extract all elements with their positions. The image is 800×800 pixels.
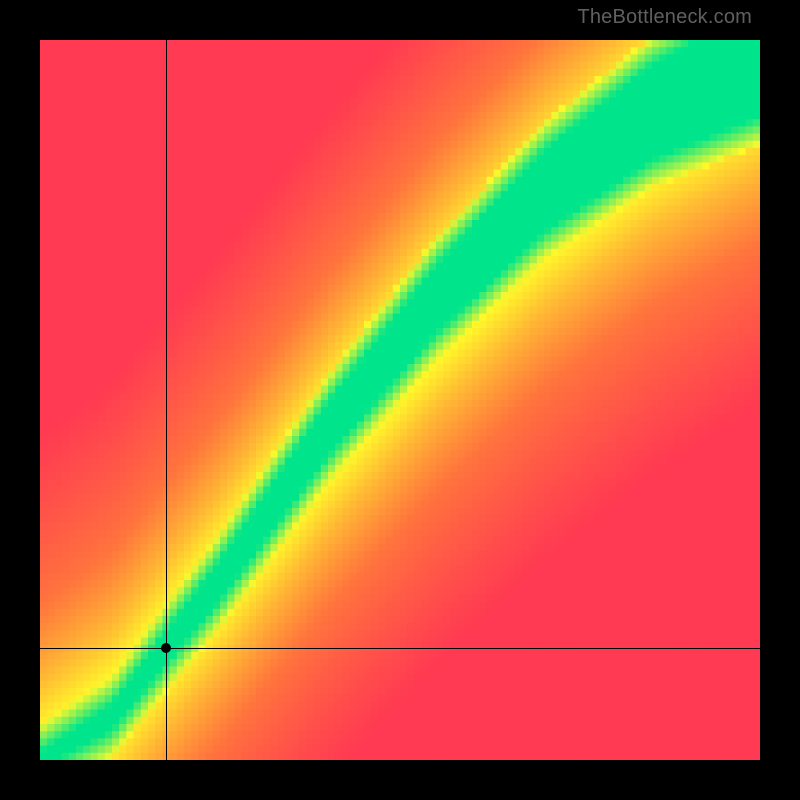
marker-dot: [161, 643, 171, 653]
heatmap-canvas: [40, 40, 760, 760]
chart-frame: [40, 40, 760, 760]
crosshair-horizontal: [40, 648, 760, 649]
watermark-text: TheBottleneck.com: [577, 6, 752, 29]
